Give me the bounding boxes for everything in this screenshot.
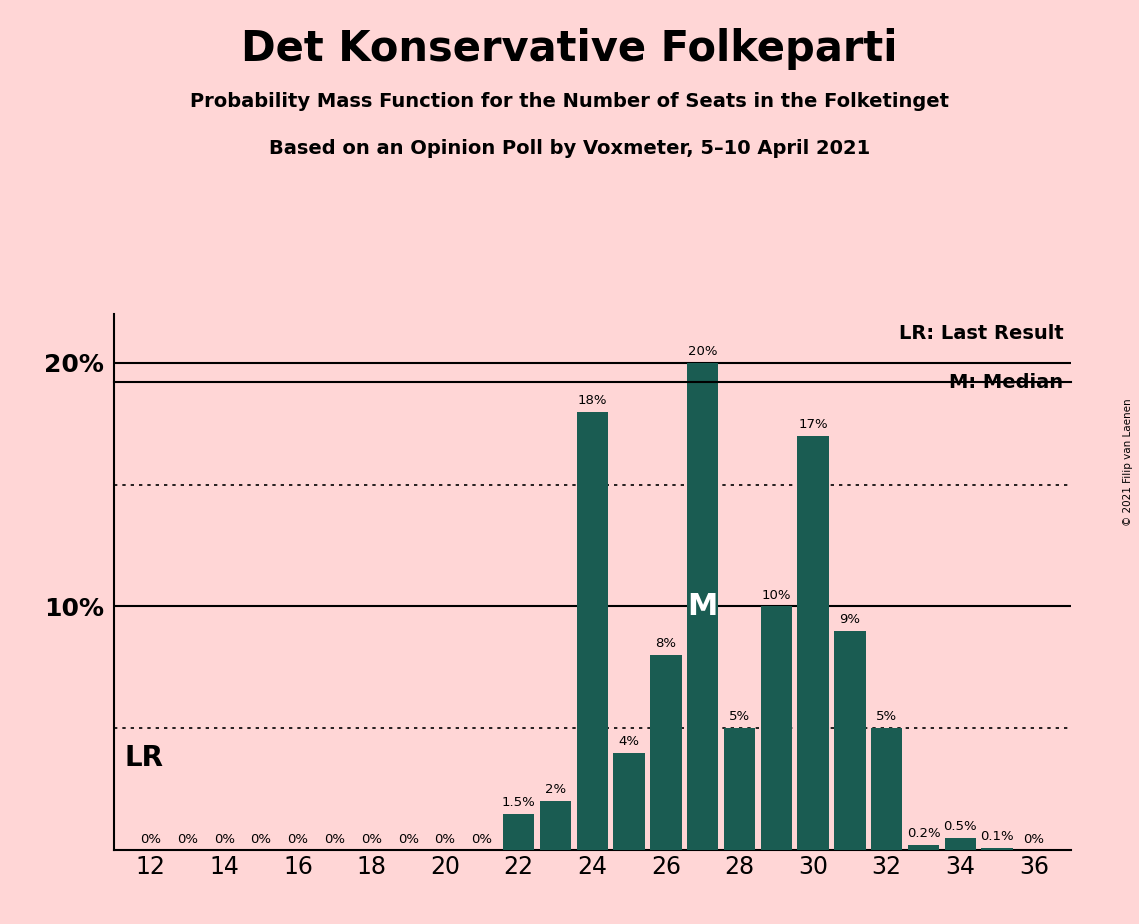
Text: M: Median: M: Median <box>949 373 1064 392</box>
Text: 0.5%: 0.5% <box>943 820 977 833</box>
Bar <box>834 631 866 850</box>
Text: 5%: 5% <box>729 711 751 723</box>
Text: Based on an Opinion Poll by Voxmeter, 5–10 April 2021: Based on an Opinion Poll by Voxmeter, 5–… <box>269 139 870 158</box>
Bar <box>944 838 976 850</box>
Text: LR: Last Result: LR: Last Result <box>899 324 1064 344</box>
Text: 8%: 8% <box>655 638 677 650</box>
Text: 0%: 0% <box>177 833 198 846</box>
Text: 0%: 0% <box>398 833 419 846</box>
Text: 18%: 18% <box>577 394 607 407</box>
Text: 4%: 4% <box>618 735 640 748</box>
Text: M: M <box>688 592 718 621</box>
Text: 0%: 0% <box>251 833 271 846</box>
Text: LR: LR <box>125 744 164 772</box>
Text: 0%: 0% <box>1023 833 1044 846</box>
Bar <box>576 411 608 850</box>
Text: 0%: 0% <box>435 833 456 846</box>
Bar <box>908 845 940 850</box>
Text: Probability Mass Function for the Number of Seats in the Folketinget: Probability Mass Function for the Number… <box>190 92 949 112</box>
Text: 0%: 0% <box>472 833 492 846</box>
Bar <box>650 655 681 850</box>
Text: 9%: 9% <box>839 613 860 626</box>
Text: 0.1%: 0.1% <box>981 830 1014 843</box>
Text: 5%: 5% <box>876 711 898 723</box>
Text: 0%: 0% <box>361 833 382 846</box>
Bar <box>761 606 792 850</box>
Bar <box>687 363 719 850</box>
Text: 0%: 0% <box>287 833 309 846</box>
Bar <box>871 728 902 850</box>
Text: 10%: 10% <box>762 589 790 602</box>
Bar <box>797 436 829 850</box>
Bar <box>614 753 645 850</box>
Text: 0%: 0% <box>325 833 345 846</box>
Text: 0%: 0% <box>214 833 235 846</box>
Bar <box>540 801 571 850</box>
Text: Det Konservative Folkeparti: Det Konservative Folkeparti <box>241 28 898 69</box>
Bar <box>503 813 534 850</box>
Text: 20%: 20% <box>688 345 718 358</box>
Text: 17%: 17% <box>798 418 828 432</box>
Text: © 2021 Filip van Laenen: © 2021 Filip van Laenen <box>1123 398 1133 526</box>
Text: 0.2%: 0.2% <box>907 827 941 840</box>
Bar <box>982 847 1013 850</box>
Text: 1.5%: 1.5% <box>502 796 535 808</box>
Bar <box>724 728 755 850</box>
Text: 0%: 0% <box>140 833 162 846</box>
Text: 2%: 2% <box>544 784 566 796</box>
